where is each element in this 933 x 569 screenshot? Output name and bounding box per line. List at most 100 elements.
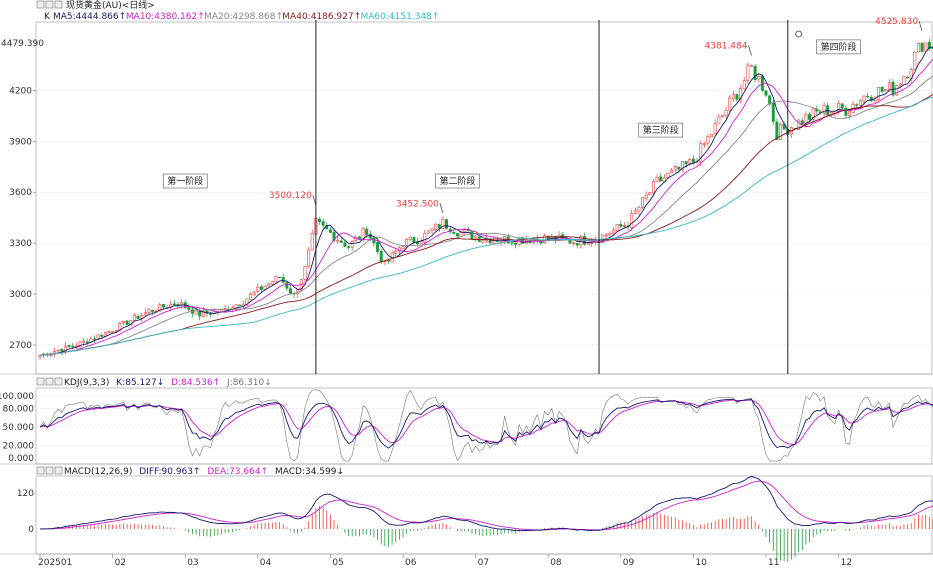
candle-body (877, 87, 881, 100)
month-tick-label: 11 (768, 558, 779, 568)
candle-body (394, 250, 398, 254)
phase-layer: 第一阶段 第二阶段 第三阶段 第四阶段 (162, 20, 861, 374)
ma-legend: MA5:4444.866↑ MA10:4380.162↑ MA20:4298.868… (53, 12, 439, 22)
macd-diff: DIFF:90.963↑ (139, 467, 200, 477)
candle-body (412, 237, 416, 243)
candle-body (278, 276, 282, 279)
candle-body (114, 330, 118, 332)
candle-body (906, 76, 910, 79)
phase-box-1 (162, 173, 208, 189)
kdj-j-line (39, 389, 933, 462)
candle-body (884, 88, 888, 92)
macd-tick-label: 0 (28, 525, 34, 535)
month-tick-label: 09 (623, 558, 635, 568)
price-tick-label: 3000 (9, 290, 32, 300)
month-tick-label: 12 (841, 558, 852, 568)
candle-body (891, 81, 895, 96)
candle-body (419, 241, 423, 244)
macd-diff-line (39, 475, 933, 532)
kdj-toolbar[interactable] (36, 377, 63, 386)
ma-legend-item-5: MA60:4151.348↑ (361, 12, 440, 22)
ma-legend-item-2: MA10:4380.162↑ (126, 12, 205, 22)
peak-label-1: 3500.120 (269, 191, 312, 201)
candle-body (920, 42, 924, 52)
candle-body (866, 95, 870, 98)
candle-body (746, 65, 750, 81)
candle-body (350, 241, 354, 248)
candle-body (771, 102, 775, 122)
candle-body (666, 173, 670, 178)
candle-body (499, 240, 503, 243)
price-tick-label: 4200 (9, 86, 32, 96)
peak-label-2: 3452.500 (396, 199, 439, 209)
time-axis: 202501 02 03 04 05 06 07 08 09 10 11 12 (38, 554, 852, 568)
candle-body (913, 51, 917, 71)
peak-label-4: 4525.830 (875, 17, 918, 27)
candle-body (543, 235, 547, 244)
price-marker-label: 4479.390 (1, 39, 44, 49)
candle-body (572, 242, 576, 244)
candle-body (56, 349, 60, 352)
ma-legend-item-1: MA5:4444.866↑ (53, 12, 126, 22)
kdj-header: KDJ(9,3,3) K:85.127↓ D:84.536↑ J:86.310↓ (64, 378, 272, 388)
candle-body (267, 283, 271, 287)
candle-body (63, 345, 67, 352)
candle-body (143, 312, 147, 315)
phase-box-4 (816, 39, 861, 55)
candle-body (158, 304, 162, 312)
month-tick-label: 08 (550, 558, 562, 568)
candle-body (85, 341, 89, 344)
macd-toolbar[interactable] (36, 466, 63, 475)
candle-body (619, 224, 623, 227)
candle-body (252, 291, 256, 296)
candle-body (521, 237, 525, 244)
candle-body (753, 66, 757, 81)
header-toolbar[interactable] (36, 0, 63, 9)
macd-tick-label: 120 (17, 489, 34, 499)
candle-body (735, 94, 739, 100)
candle-body (902, 76, 906, 86)
candle-body (111, 331, 115, 333)
candle-body (822, 105, 826, 114)
candle-body (241, 303, 245, 307)
candle-body (140, 315, 144, 319)
candle-body (895, 85, 899, 96)
candle-body (681, 161, 685, 170)
candle-body (684, 161, 688, 165)
macd-plot: 120 0 (17, 475, 933, 562)
candle-body (71, 345, 75, 348)
candle-body (347, 246, 351, 248)
candle-body (405, 238, 409, 247)
candle-body (288, 288, 292, 294)
candle-body (107, 331, 111, 334)
candle-body (764, 90, 768, 96)
candle-body (92, 338, 96, 340)
candle-body (401, 246, 405, 249)
month-tick-label: 07 (478, 558, 489, 568)
candle-body (310, 233, 314, 251)
candle-body (78, 341, 82, 348)
candle-body (132, 315, 136, 321)
candle-body (691, 158, 695, 163)
candle-body (760, 75, 764, 91)
candle-body (96, 334, 100, 339)
kdj-tick-label: 100.000 (0, 392, 34, 402)
candle-body (924, 42, 928, 52)
candle-body (702, 143, 706, 145)
chart-title: 现货黄金(AU)<日线> (66, 0, 155, 11)
kdj-k: K:85.127↓ (116, 378, 164, 388)
candle-body (488, 238, 492, 244)
candle-body (357, 236, 361, 239)
candle-body (339, 240, 343, 243)
candle-body (249, 294, 253, 300)
kdj-d-line (39, 399, 933, 445)
candle-body (699, 143, 703, 163)
candle-body (259, 286, 263, 290)
price-tick-label: 3300 (9, 239, 32, 249)
price-plot: 3500.120 3452.500 4381.484 4525.830 (38, 17, 933, 360)
candle-body (121, 320, 125, 324)
candle-body (474, 235, 478, 240)
ma-legend-item-4: MA40:4186.927↑ (282, 12, 361, 22)
candle-body (386, 259, 390, 262)
